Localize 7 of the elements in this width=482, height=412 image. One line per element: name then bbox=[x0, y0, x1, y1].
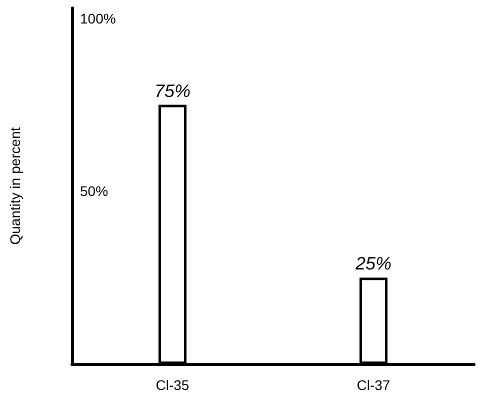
y-tick-label: 50% bbox=[80, 183, 108, 200]
data-label: 25% bbox=[354, 254, 392, 274]
data-label: 75% bbox=[154, 80, 191, 101]
x-tick-label: Cl-35 bbox=[156, 377, 190, 393]
x-tick-label: Cl-37 bbox=[356, 377, 390, 393]
y-tick-label: 100% bbox=[80, 10, 116, 26]
y-axis-title: Quantity in percent bbox=[7, 127, 23, 245]
